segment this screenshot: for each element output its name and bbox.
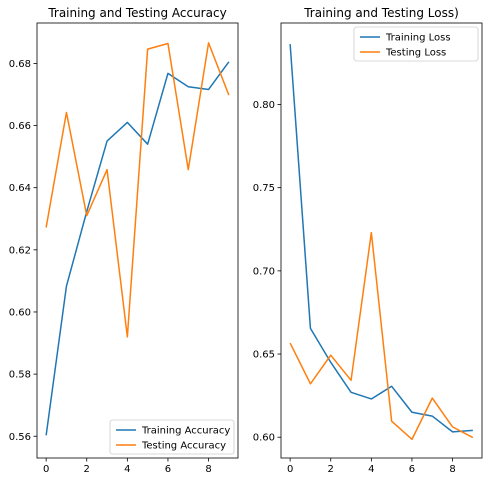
loss-y-tick-label: 0.70 xyxy=(253,266,275,277)
loss-chart: 0 2 4 6 8 0.60 0.65 0.70 0.75 0.80 Training Loss Te… xyxy=(253,22,483,475)
accuracy-y-tick-label: 0.56 xyxy=(9,432,31,443)
accuracy-y-tick-label: 0.66 xyxy=(9,121,31,132)
accuracy-x-tick-label: 0 xyxy=(43,464,49,475)
loss-series-line-training xyxy=(289,44,473,433)
accuracy-chart-title: Training and Testing Accuracy xyxy=(47,6,226,20)
loss-y-tick-label: 0.75 xyxy=(253,183,275,194)
accuracy-x-tick-label: 2 xyxy=(84,464,90,475)
accuracy-series-line-training xyxy=(45,61,230,436)
loss-chart-title: Training and Testing Loss) xyxy=(303,6,459,20)
loss-series-line-testing xyxy=(289,231,474,441)
loss-plot-frame xyxy=(280,22,483,459)
loss-x-tick-label: 6 xyxy=(409,464,415,475)
loss-y-tick-label: 0.80 xyxy=(253,100,275,111)
accuracy-y-tick-label: 0.64 xyxy=(9,183,31,194)
accuracy-x-tick-label: 8 xyxy=(205,464,211,475)
loss-y-tick-label: 0.60 xyxy=(253,433,275,444)
accuracy-legend: Training Accuracy Testing Accuracy xyxy=(109,419,235,455)
accuracy-legend-label-training: Training Accuracy xyxy=(141,426,230,437)
accuracy-series-line-testing xyxy=(45,42,230,338)
loss-x-tick-label: 8 xyxy=(449,464,455,475)
loss-x-tick-label: 4 xyxy=(368,464,374,475)
loss-x-tick-label: 2 xyxy=(328,464,334,475)
accuracy-y-tick-label: 0.60 xyxy=(9,307,31,318)
accuracy-legend-label-testing: Testing Accuracy xyxy=(141,441,226,452)
loss-x-tick-label: 0 xyxy=(287,464,293,475)
loss-legend-box xyxy=(353,26,479,62)
accuracy-plot-frame xyxy=(36,22,239,459)
accuracy-y-tick-label: 0.68 xyxy=(9,59,31,70)
accuracy-legend-box xyxy=(109,419,235,455)
loss-legend: Training Loss Testing Loss xyxy=(353,26,479,62)
accuracy-x-tick-label: 6 xyxy=(165,464,171,475)
accuracy-y-tick-label: 0.62 xyxy=(9,245,31,256)
loss-y-tick-label: 0.65 xyxy=(253,350,275,361)
accuracy-x-tick-label: 4 xyxy=(124,464,130,475)
accuracy-chart: 0 2 4 6 8 0.56 0.58 0.60 0.62 0.64 0.66 0.68 Trainin… xyxy=(9,22,239,475)
loss-legend-label-testing: Testing Loss xyxy=(385,48,446,59)
loss-legend-label-training: Training Loss xyxy=(385,33,451,44)
accuracy-y-tick-label: 0.58 xyxy=(9,370,31,381)
